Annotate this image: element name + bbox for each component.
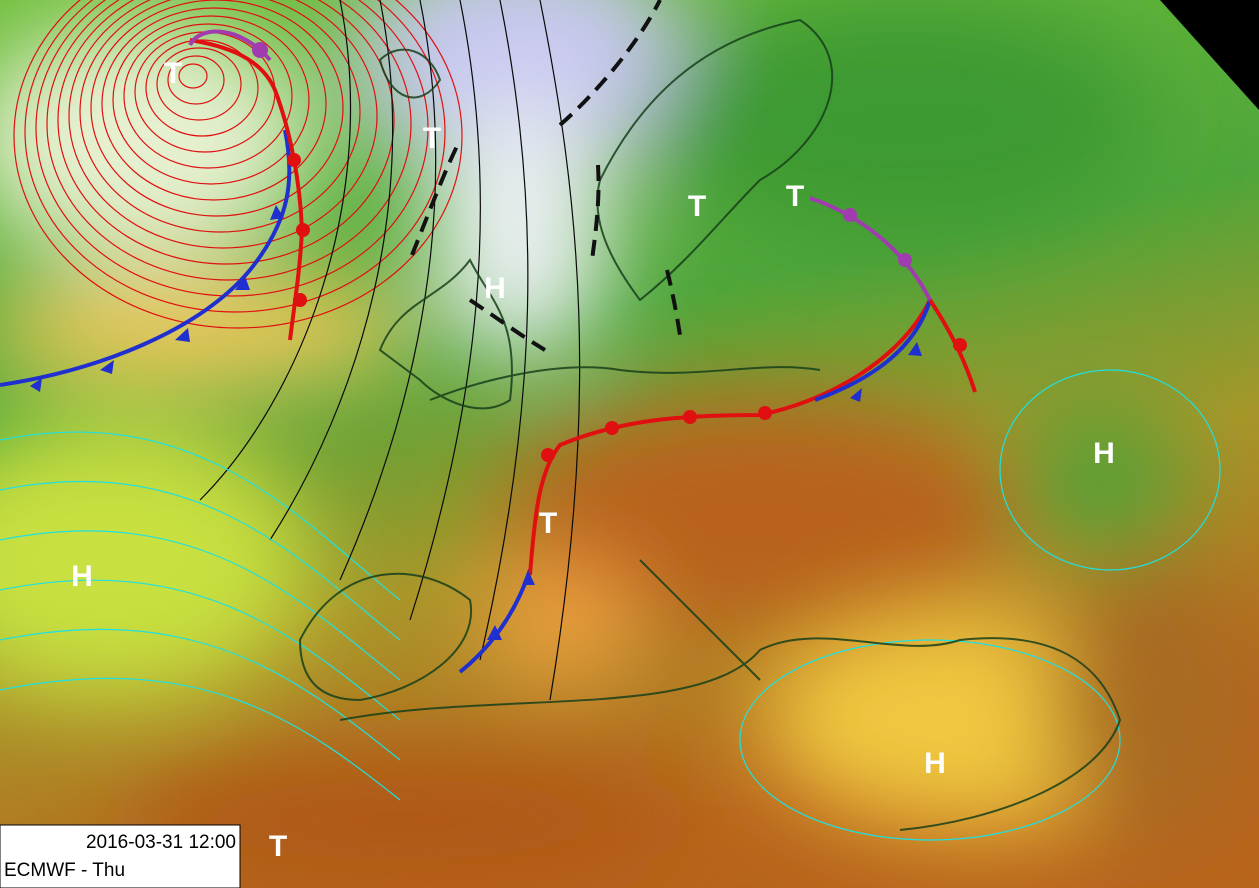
isobar [999,369,1221,571]
pressure-centre-label: H [924,747,946,780]
pressure-centre-label: H [71,560,93,593]
isobar [0,480,401,641]
isobar [739,639,1121,841]
isobar [57,0,395,265]
pressure-centre-label: T [539,507,557,540]
pressure-centre-label: T [423,122,441,155]
isobar [479,0,529,661]
isobar [167,55,225,105]
isobar [0,628,401,761]
isobar [0,530,401,681]
pressure-labels: T T H T T H T H H T [71,57,1115,863]
coastlines [298,18,1122,831]
isobar [156,47,242,121]
caption-box [0,824,241,888]
pressure-centre-label: T [786,180,804,213]
isobar [539,0,581,701]
pressure-centre-label: H [484,272,506,305]
isobar [123,23,293,169]
pressure-centre-label: T [164,57,182,90]
isobar [0,579,401,721]
isobar [68,0,378,249]
isobar [90,0,344,217]
isobar [35,0,429,297]
fronts [0,29,977,674]
isobar [145,39,259,137]
isobar [79,0,361,233]
isobar [199,0,352,501]
caption-datetime: 2016-03-31 12:00 [86,832,236,853]
no-data-corner [1160,0,1259,110]
isobar [24,0,446,313]
isobar [178,63,208,89]
isobar [0,431,401,601]
pressure-centre-label: H [1093,437,1115,470]
front-symbols [30,42,967,640]
pressure-centre-label: T [688,190,706,223]
caption-model: ECMWF - Thu [4,860,125,881]
isobar [112,15,310,185]
isobar [46,0,412,281]
troughs [410,0,682,352]
isobar [339,0,437,581]
isobar [0,677,401,801]
isobar [101,7,327,201]
pressure-centre-label: T [269,830,287,863]
isobar [13,0,463,329]
